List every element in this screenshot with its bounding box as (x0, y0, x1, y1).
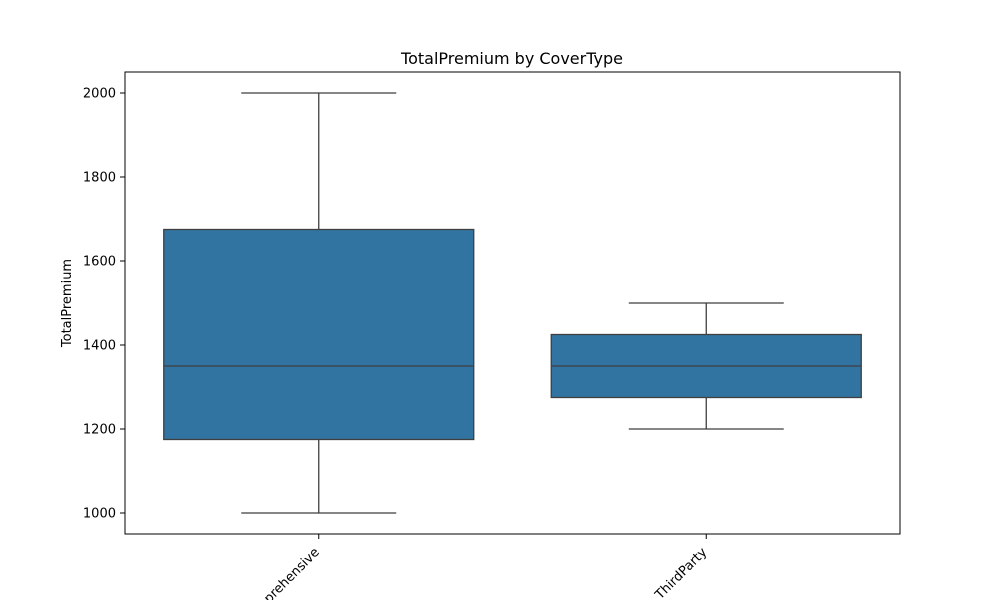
y-tick-label: 2000 (83, 87, 116, 102)
iqr-box (163, 228, 475, 441)
y-tick-label: 1400 (83, 339, 116, 354)
chart-title: TotalPremium by CoverType (400, 49, 623, 68)
y-tick-label: 1200 (83, 423, 116, 438)
x-tick-label: Comprehensive (240, 545, 322, 600)
axes-frame (124, 71, 901, 535)
box-group (550, 302, 862, 430)
y-axis-label: TotalPremium (60, 259, 75, 348)
plot-area (163, 92, 862, 514)
y-axis: 1000 1200 1400 1600 1800 2000 (83, 87, 125, 522)
y-tick-label: 1800 (83, 171, 116, 186)
y-tick-label: 1000 (83, 507, 116, 522)
x-axis: Comprehensive ThirdParty (240, 534, 710, 600)
y-tick-label: 1600 (83, 255, 116, 270)
box-group (163, 92, 475, 514)
x-tick-label: ThirdParty (652, 545, 711, 600)
